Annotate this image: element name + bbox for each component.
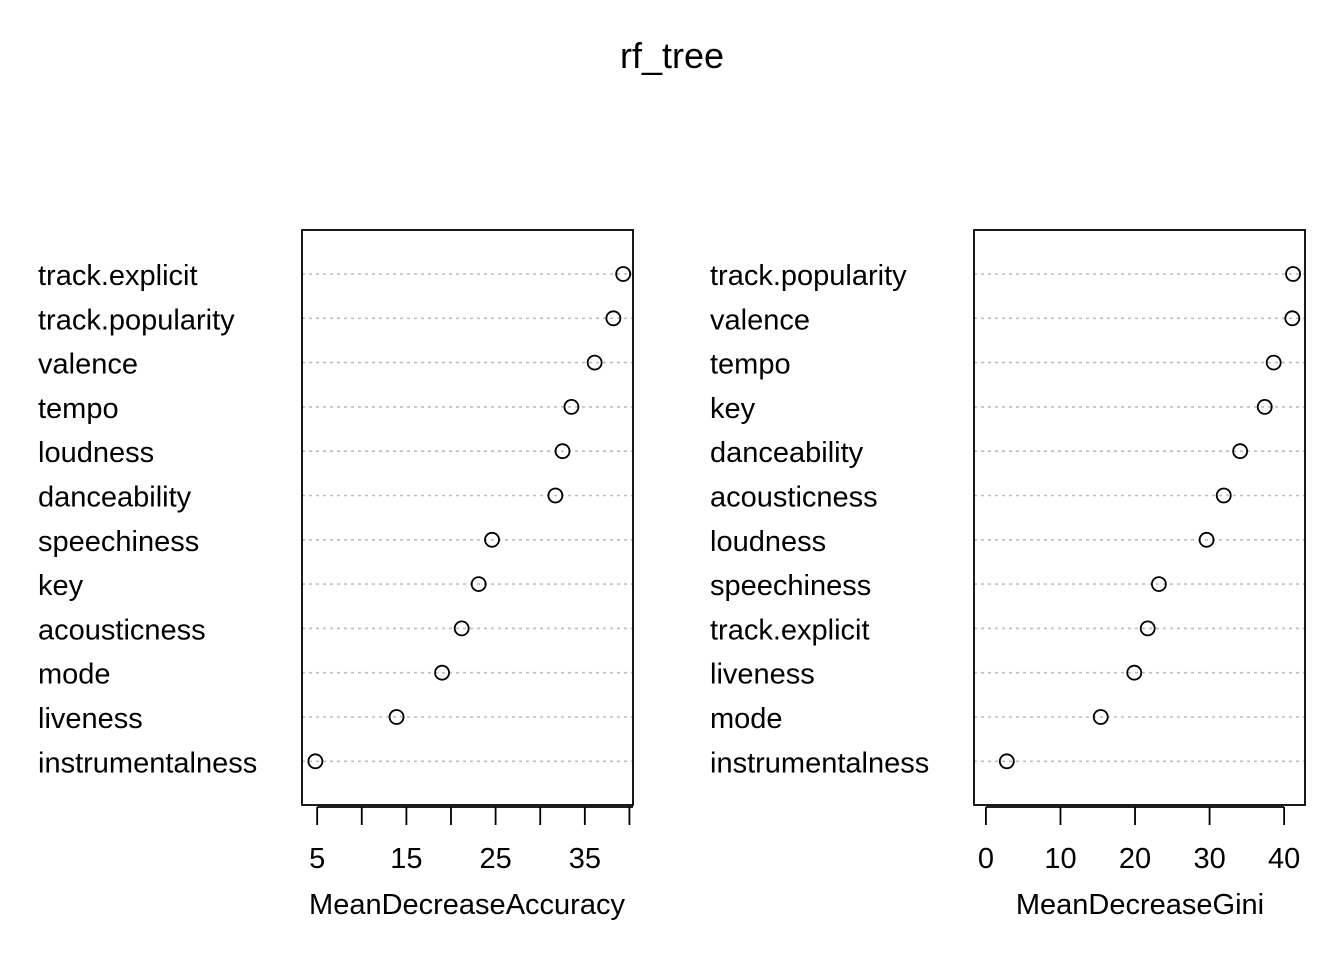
dotchart-panel-1: track.explicit track.popularity valence tem…	[38, 229, 634, 921]
category-label: track.popularity	[38, 304, 235, 336]
category-label: mode	[38, 659, 111, 691]
data-point	[1150, 576, 1167, 592]
x-tick-label: 10	[1044, 843, 1076, 875]
data-point	[453, 620, 470, 637]
category-label: danceability	[710, 437, 864, 469]
category-label: track.explicit	[38, 260, 198, 292]
category-label: tempo	[710, 349, 791, 381]
data-point	[605, 310, 622, 327]
data-point	[1092, 709, 1109, 725]
plot-frame	[301, 229, 634, 806]
category-label: valence	[710, 304, 810, 336]
category-label: acousticness	[38, 614, 206, 646]
category-label: speechiness	[38, 526, 199, 558]
category-label: track.popularity	[710, 260, 907, 292]
data-point	[1126, 664, 1143, 681]
category-label: liveness	[710, 659, 815, 691]
category-label: instrumentalness	[38, 747, 257, 779]
category-label: key	[710, 393, 756, 425]
data-point	[1198, 531, 1215, 548]
category-label: valence	[38, 349, 138, 381]
category-label: loudness	[710, 526, 826, 558]
category-label: key	[38, 570, 84, 602]
category-label: track.explicit	[710, 614, 870, 646]
x-tick-label: 20	[1119, 843, 1151, 875]
category-label: loudness	[38, 437, 154, 469]
data-point	[998, 753, 1015, 770]
data-point	[1256, 398, 1273, 415]
plot-frame	[973, 229, 1306, 806]
category-label: acousticness	[710, 482, 878, 514]
data-point	[586, 354, 603, 371]
category-label: speechiness	[710, 570, 871, 602]
data-point	[1139, 620, 1156, 637]
data-point	[388, 709, 405, 725]
x-axis-label: MeanDecreaseGini	[1016, 889, 1264, 921]
data-point	[470, 576, 487, 592]
data-point	[1215, 487, 1232, 504]
x-axis-label: MeanDecreaseAccuracy	[309, 889, 625, 921]
dotchart-panel-2: track.popularity valence tempo key danceabil…	[710, 229, 1306, 921]
x-tick-label: 15	[390, 843, 422, 875]
data-point	[307, 753, 324, 770]
category-label: liveness	[38, 703, 143, 735]
x-tick-label: 25	[479, 843, 511, 875]
x-tick-label: 0	[978, 843, 994, 875]
category-label: mode	[710, 703, 783, 735]
x-tick-label: 35	[569, 843, 601, 875]
data-point	[1265, 354, 1282, 371]
x-tick-label: 30	[1193, 843, 1225, 875]
x-tick-label: 40	[1268, 843, 1300, 875]
category-label: tempo	[38, 393, 119, 425]
data-point	[1232, 443, 1249, 460]
x-tick-label: 5	[309, 843, 325, 875]
data-point	[484, 531, 500, 548]
data-point	[547, 487, 564, 504]
chart-title: rf_tree	[620, 35, 724, 76]
data-point	[1284, 310, 1301, 327]
data-point	[554, 443, 571, 460]
data-point	[434, 664, 450, 681]
data-point	[615, 266, 632, 282]
data-point	[563, 398, 580, 415]
category-label: instrumentalness	[710, 747, 929, 779]
data-point	[1285, 266, 1301, 282]
category-label: danceability	[38, 482, 192, 514]
